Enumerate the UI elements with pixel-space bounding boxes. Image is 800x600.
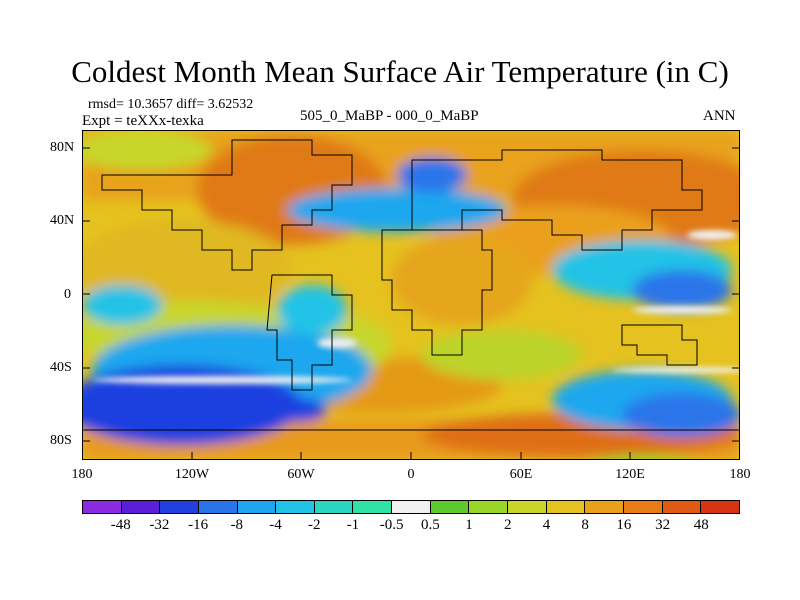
colorbar-tick-label: 32 bbox=[655, 517, 671, 533]
lat-label-80s: 80S bbox=[50, 433, 72, 448]
colorbar-tick-label: 4 bbox=[542, 517, 551, 533]
colorbar-swatch bbox=[585, 501, 624, 513]
colorbar-tick-label: -2 bbox=[307, 517, 321, 533]
colorbar-tick-label: 8 bbox=[581, 517, 589, 533]
rmsd-diff-stats: rmsd= 10.3657 diff= 3.62532 bbox=[88, 97, 254, 112]
lon-label-180-right: 180 bbox=[729, 467, 751, 482]
colorbar-swatch bbox=[623, 501, 663, 513]
south-america-outline bbox=[266, 274, 353, 391]
eurasia-outline bbox=[411, 149, 703, 251]
colorbar-swatch bbox=[121, 501, 161, 513]
colorbar-tick-label: 16 bbox=[616, 517, 632, 533]
north-america-outline bbox=[101, 139, 353, 271]
lat-label-40n: 40N bbox=[50, 213, 75, 228]
colorbar-swatch bbox=[353, 501, 393, 513]
colorbar-swatch bbox=[314, 501, 354, 513]
colorbar-tick-label: -4 bbox=[269, 517, 282, 533]
lat-label-equator: 0 bbox=[64, 287, 71, 302]
africa-outline bbox=[381, 229, 493, 356]
colorbar-swatch bbox=[701, 501, 739, 513]
colorbar-swatch bbox=[160, 501, 199, 513]
colorbar-tick-label: -32 bbox=[149, 517, 170, 533]
colorbar-swatch bbox=[392, 501, 431, 513]
coastlines bbox=[82, 139, 740, 431]
subtitle-center: 505_0_MaBP - 000_0_MaBP bbox=[300, 108, 479, 124]
australia-outline bbox=[621, 324, 698, 366]
colorbar-tick-label: 1 bbox=[465, 517, 473, 533]
temperature-anomaly-map bbox=[82, 130, 740, 460]
colorbar-swatch bbox=[198, 501, 238, 513]
colorbar-tick-label: -1 bbox=[346, 517, 360, 533]
lon-label-0: 0 bbox=[407, 467, 415, 482]
colorbar-tick-label: -8 bbox=[230, 517, 244, 533]
colorbar-swatch bbox=[546, 501, 586, 513]
lon-label-120w: 120W bbox=[174, 467, 210, 482]
near-zero-contours bbox=[92, 230, 740, 384]
colorbar-swatch bbox=[276, 501, 315, 513]
colorbar-tick-label: 2 bbox=[504, 517, 512, 533]
colorbar-tick-label: -48 bbox=[110, 517, 131, 533]
colorbar-swatch bbox=[237, 501, 277, 513]
lon-label-60w: 60W bbox=[287, 467, 315, 482]
subtitle-right: ANN bbox=[703, 108, 736, 124]
figure-title: Coldest Month Mean Surface Air Temperatu… bbox=[71, 54, 729, 89]
lon-label-120e: 120E bbox=[615, 467, 645, 482]
experiment-label: Expt = teXXx-texka bbox=[82, 113, 204, 129]
lon-label-60e: 60E bbox=[509, 467, 533, 482]
colorbar-tick-label: -16 bbox=[188, 517, 209, 533]
colorbar-swatch bbox=[430, 501, 470, 513]
colorbar bbox=[82, 500, 740, 514]
colorbar-swatch bbox=[662, 501, 702, 513]
colorbar-swatch bbox=[83, 501, 122, 513]
colorbar-swatch bbox=[469, 501, 509, 513]
lon-label-180-left: 180 bbox=[71, 467, 93, 482]
colorbar-tick-label: -0.5 bbox=[379, 517, 404, 533]
lat-label-80n: 80N bbox=[50, 140, 75, 155]
lat-label-40s: 40S bbox=[50, 360, 72, 375]
temperature-field bbox=[82, 130, 740, 460]
colorbar-tick-label: 0.5 bbox=[420, 517, 440, 533]
axis-ticks bbox=[82, 147, 740, 460]
map-panel bbox=[82, 130, 740, 460]
colorbar-tick-label: 48 bbox=[693, 517, 709, 533]
colorbar-swatch bbox=[508, 501, 547, 513]
